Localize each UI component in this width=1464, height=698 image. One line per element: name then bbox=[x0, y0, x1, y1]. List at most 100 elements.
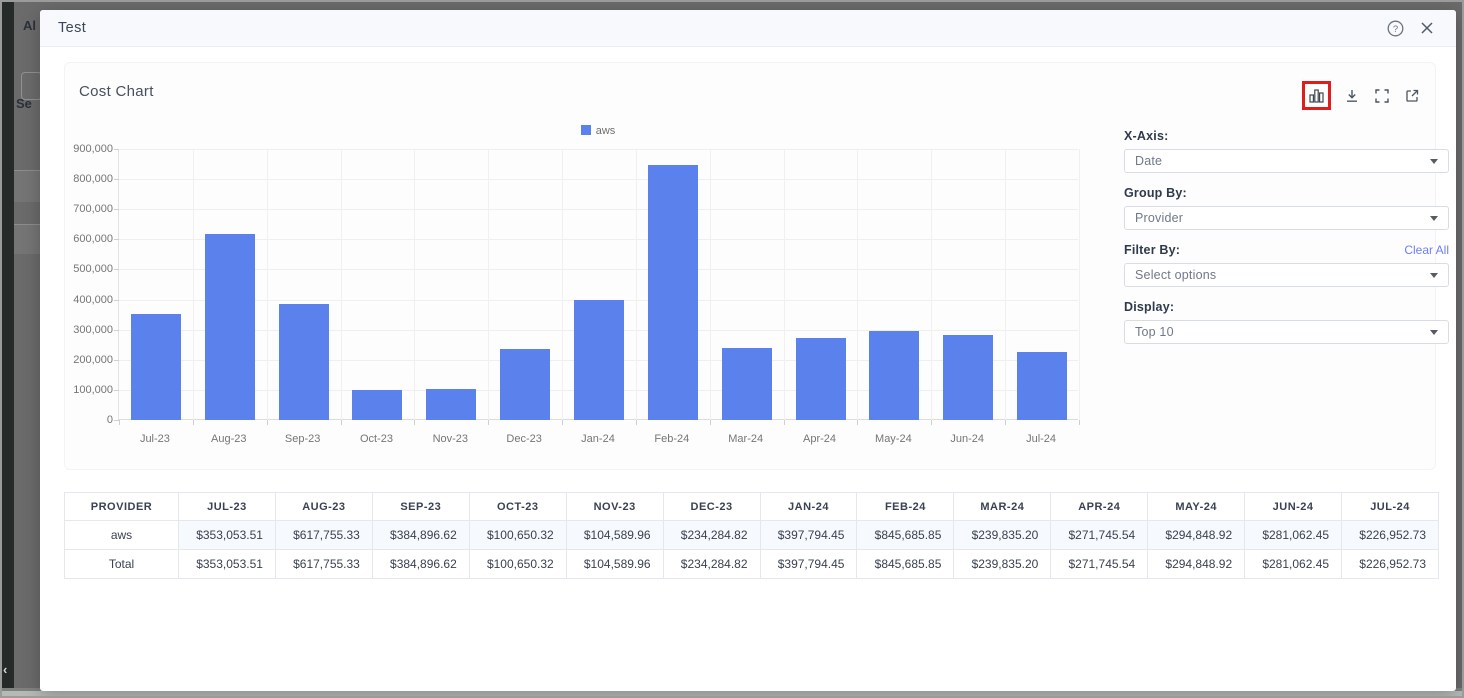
bar-dec-23[interactable] bbox=[500, 349, 551, 420]
table-header-cell: NOV-23 bbox=[565, 492, 664, 521]
bar-feb-24[interactable] bbox=[647, 165, 698, 420]
y-tick-label: 700,000 bbox=[73, 203, 113, 216]
table-cell: $234,284.82 bbox=[662, 520, 761, 550]
annotation-highlight-box bbox=[1302, 81, 1331, 110]
group-by-select[interactable]: Provider bbox=[1124, 206, 1449, 230]
clear-all-link[interactable]: Clear All bbox=[1404, 243, 1449, 257]
x-tick-label: Dec-23 bbox=[506, 433, 542, 445]
x-axis-tick bbox=[709, 420, 711, 425]
table-header-cell: PROVIDER bbox=[64, 492, 179, 521]
y-axis-tick bbox=[114, 239, 119, 241]
bar-aug-23[interactable] bbox=[204, 234, 255, 420]
chart-legend[interactable]: aws bbox=[118, 125, 1078, 137]
bar-apr-24[interactable] bbox=[795, 338, 846, 420]
gridline-vertical bbox=[857, 149, 859, 420]
y-axis-tick bbox=[114, 299, 119, 301]
table-cell: $100,650.32 bbox=[468, 549, 567, 579]
table-cell: $100,650.32 bbox=[468, 520, 567, 550]
fullscreen-button[interactable] bbox=[1372, 86, 1391, 105]
open-external-button[interactable] bbox=[1402, 86, 1421, 105]
gridline-horizontal bbox=[119, 179, 1078, 181]
cost-chart-card: Cost Chart bbox=[64, 62, 1449, 470]
table-cell: $397,794.45 bbox=[759, 520, 858, 550]
help-button[interactable]: ? bbox=[1386, 19, 1404, 37]
x-tick-label: Jun-24 bbox=[950, 433, 985, 445]
chevron-down-icon bbox=[1430, 329, 1438, 335]
table-header-row: PROVIDER JUL-23 AUG-23 SEP-23 OCT-23 NOV-23 DE… bbox=[64, 492, 1439, 521]
table-cell: $104,589.96 bbox=[565, 520, 664, 550]
table-header-cell: JAN-24 bbox=[759, 492, 858, 521]
modal-title: Test bbox=[58, 20, 87, 36]
x-axis-tick bbox=[488, 420, 490, 425]
gridline-vertical bbox=[414, 149, 416, 420]
display-select-value: Top 10 bbox=[1135, 325, 1174, 339]
y-tick-label: 300,000 bbox=[73, 323, 113, 336]
y-axis-tick bbox=[114, 209, 119, 211]
bar-sep-23[interactable] bbox=[278, 304, 329, 420]
modal-header: Test ? bbox=[40, 10, 1456, 47]
table-cell: $353,053.51 bbox=[178, 549, 276, 579]
x-tick-label: Mar-24 bbox=[728, 433, 764, 445]
bar-mar-24[interactable] bbox=[721, 347, 772, 420]
background-label-fragment: Se bbox=[16, 96, 32, 111]
x-tick-label: Nov-23 bbox=[432, 433, 469, 445]
bar-jun-24[interactable] bbox=[943, 335, 994, 420]
table-cell: $239,835.20 bbox=[953, 549, 1052, 579]
display-select[interactable]: Top 10 bbox=[1124, 320, 1449, 344]
table-cell: $397,794.45 bbox=[759, 549, 858, 579]
x-tick-label: Aug-23 bbox=[211, 433, 247, 445]
table-header-cell: AUG-23 bbox=[274, 492, 373, 521]
modal-header-actions: ? bbox=[1386, 19, 1436, 37]
table-row: Total $353,053.51 $617,755.33 $384,896.62 $1… bbox=[64, 549, 1439, 579]
chevron-down-icon bbox=[1430, 158, 1438, 164]
chart-controls-panel: X-Axis: Date Group By: Provider Filter B… bbox=[1124, 129, 1449, 357]
gridline-vertical bbox=[931, 149, 933, 420]
x-axis-select[interactable]: Date bbox=[1124, 149, 1449, 173]
y-axis-tick bbox=[114, 329, 119, 331]
table-header-cell: JUN-24 bbox=[1244, 492, 1343, 521]
bar-nov-23[interactable] bbox=[426, 388, 477, 420]
bar-jul-23[interactable] bbox=[130, 313, 181, 420]
chart-type-button[interactable] bbox=[1307, 86, 1326, 105]
background-sidebar bbox=[2, 2, 14, 696]
table-cell: $239,835.20 bbox=[953, 520, 1052, 550]
open-in-new-icon bbox=[1405, 89, 1418, 102]
x-axis-tick bbox=[783, 420, 785, 425]
table-header-cell: SEP-23 bbox=[371, 492, 470, 521]
y-axis-tick bbox=[114, 389, 119, 391]
y-tick-label: 100,000 bbox=[73, 383, 113, 396]
download-icon bbox=[1346, 89, 1357, 102]
bar-oct-23[interactable] bbox=[352, 389, 403, 420]
download-button[interactable] bbox=[1342, 86, 1361, 105]
bar-may-24[interactable] bbox=[869, 331, 920, 420]
y-tick-label: 900,000 bbox=[73, 143, 113, 155]
bar-chart-icon bbox=[1309, 89, 1324, 103]
table-cell: $271,745.54 bbox=[1050, 520, 1149, 550]
chevron-down-icon bbox=[1430, 215, 1438, 221]
bar-jan-24[interactable] bbox=[574, 300, 624, 420]
legend-label: aws bbox=[595, 125, 616, 137]
close-button[interactable] bbox=[1418, 19, 1436, 37]
table-header-cell: DEC-23 bbox=[662, 492, 761, 521]
test-modal: Test ? Cost Chart bbox=[40, 10, 1456, 691]
x-axis-tick bbox=[340, 420, 342, 425]
bar-jul-24[interactable] bbox=[1017, 351, 1068, 420]
y-axis-tick bbox=[114, 269, 119, 271]
chart-toolbar bbox=[1302, 81, 1421, 110]
background-collapse-icon: ‹ bbox=[3, 662, 8, 677]
x-tick-label: Jan-24 bbox=[581, 433, 615, 445]
x-axis-label: X-Axis: bbox=[1124, 129, 1169, 143]
x-axis-tick bbox=[266, 420, 268, 425]
cost-table: PROVIDER JUL-23 AUG-23 SEP-23 OCT-23 NOV-23 DE… bbox=[64, 492, 1439, 579]
table-cell: $617,755.33 bbox=[274, 520, 373, 550]
gridline-horizontal bbox=[119, 269, 1078, 271]
group-by-select-value: Provider bbox=[1135, 211, 1184, 225]
table-header-cell: JUL-23 bbox=[178, 492, 276, 521]
gridline-vertical bbox=[783, 149, 785, 420]
table-row: aws $353,053.51 $617,755.33 $384,896.62 $100… bbox=[64, 520, 1439, 550]
filter-by-select[interactable]: Select options bbox=[1124, 263, 1449, 287]
table-cell-provider: aws bbox=[64, 520, 179, 550]
background-page-row bbox=[14, 224, 40, 254]
gridline-vertical bbox=[1005, 149, 1007, 420]
